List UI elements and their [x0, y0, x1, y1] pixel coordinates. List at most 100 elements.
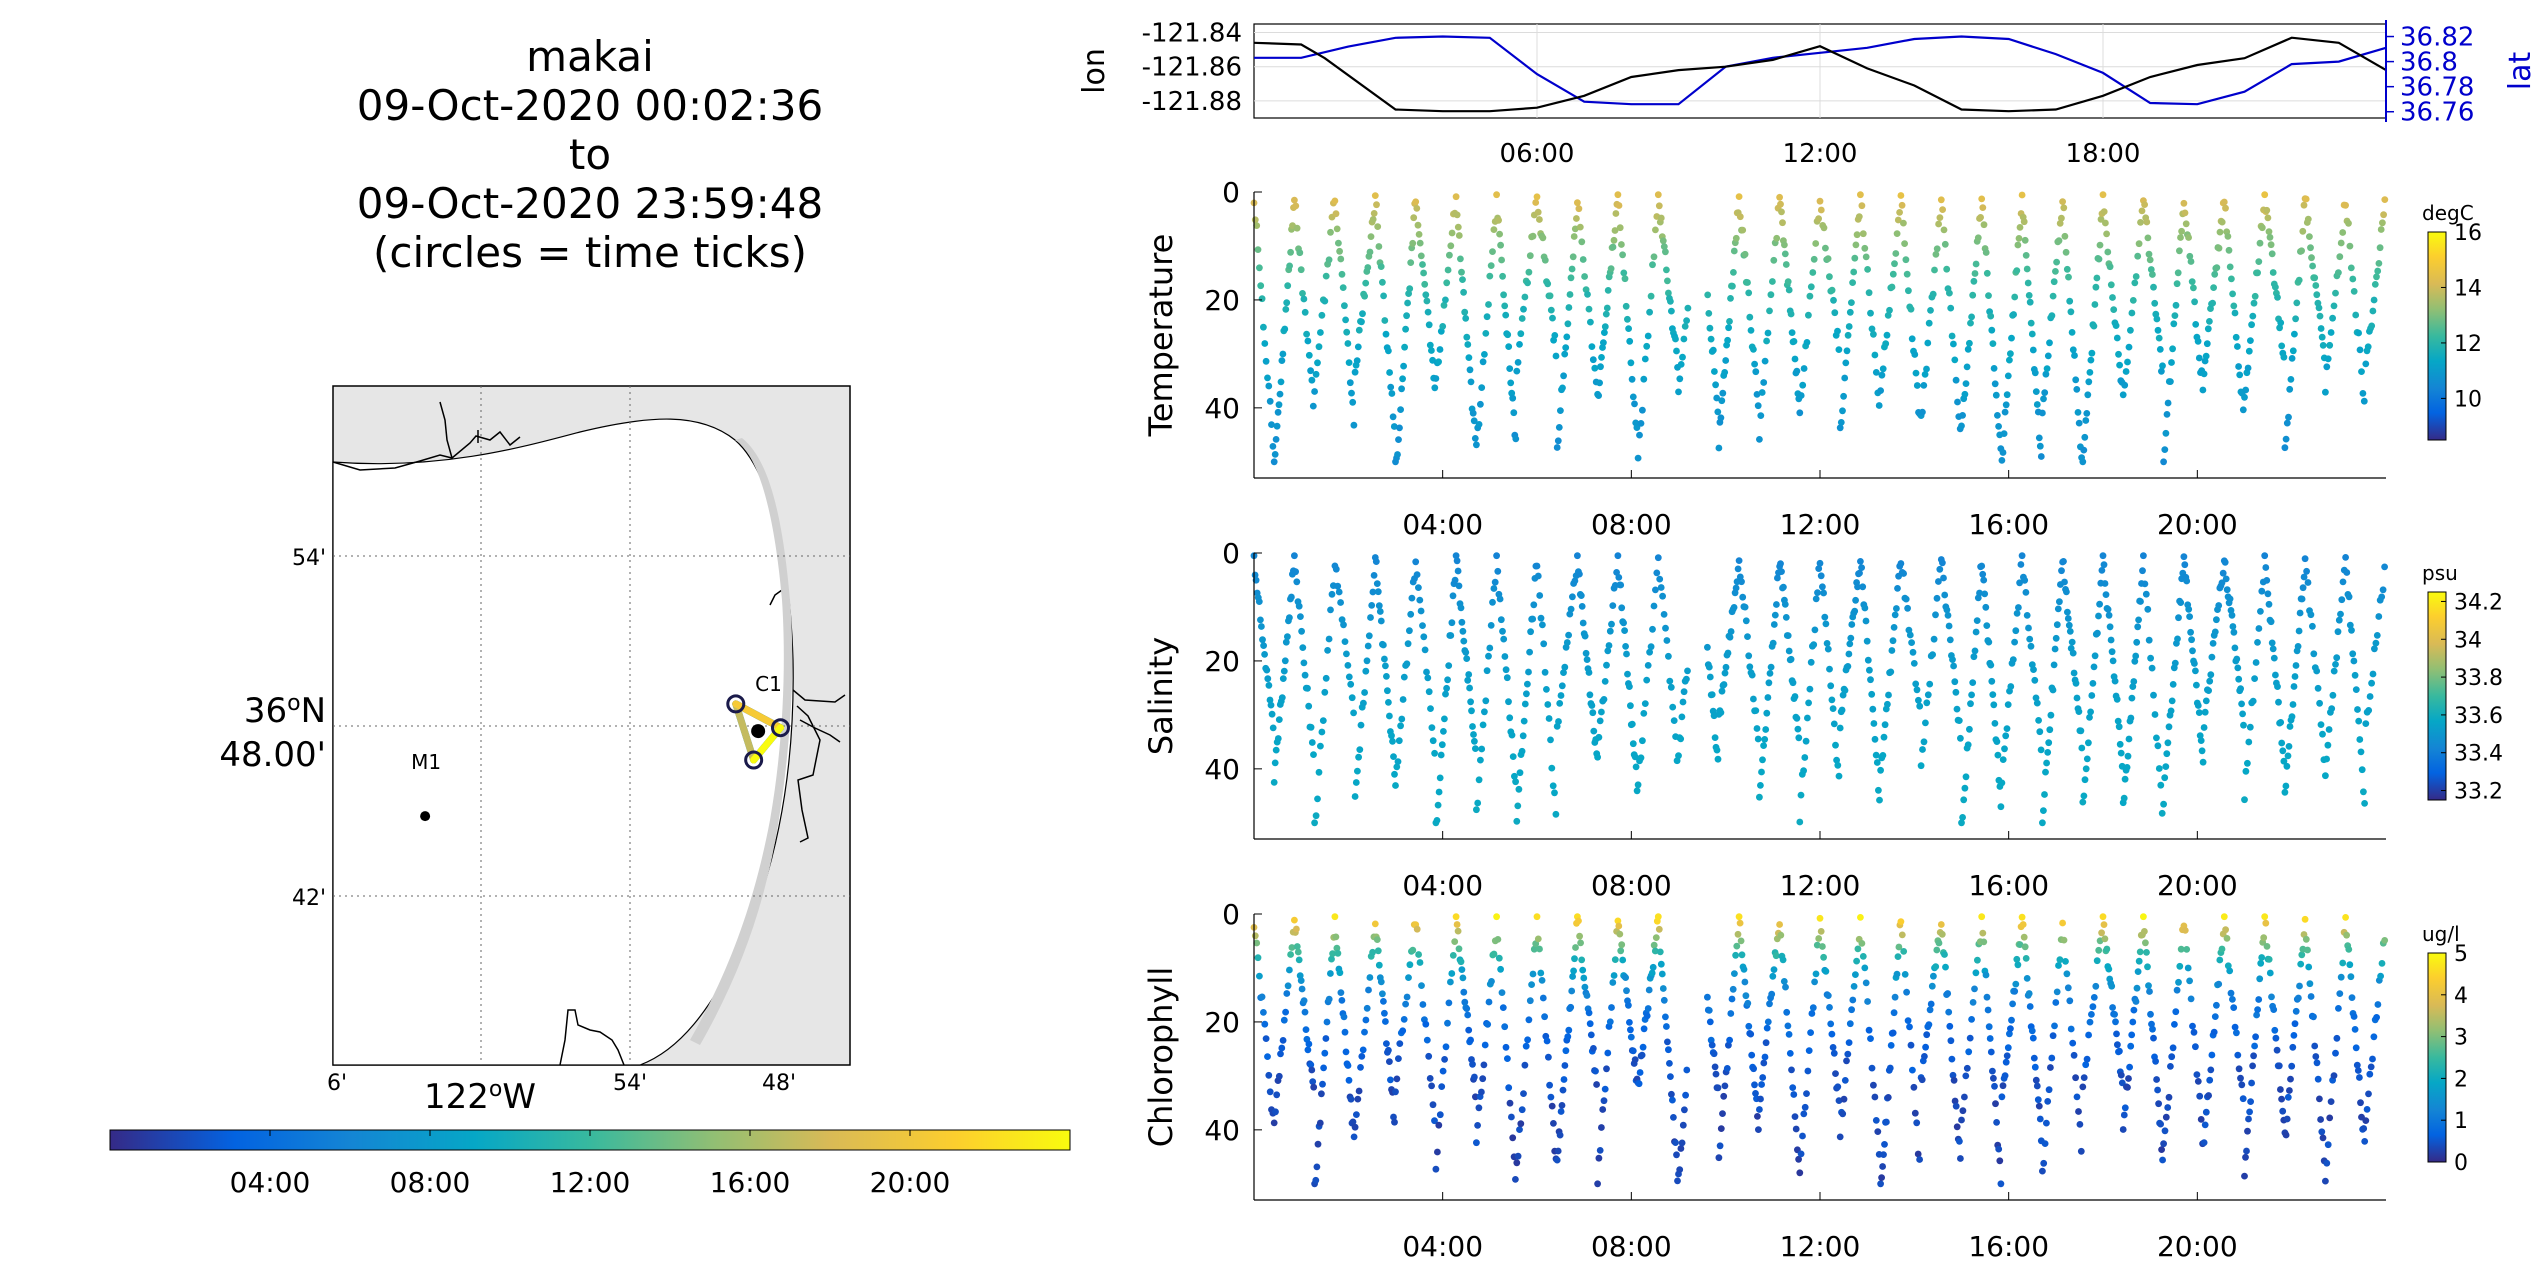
data-point — [2101, 935, 2109, 943]
data-point — [1387, 383, 1395, 391]
data-point — [2088, 1011, 2095, 1018]
data-point — [1958, 819, 1965, 827]
data-point — [1900, 219, 1907, 227]
data-point — [2032, 694, 2040, 702]
data-point — [1872, 1117, 1880, 1124]
data-point — [1646, 648, 1653, 656]
data-point — [2246, 1108, 2254, 1116]
data-point — [2132, 998, 2140, 1005]
data-point — [1914, 1150, 1922, 1158]
data-point — [2100, 561, 2108, 569]
data-point — [1304, 684, 1311, 692]
data-point — [1758, 768, 1765, 776]
data-point — [2046, 1064, 2054, 1071]
data-point — [1754, 402, 1762, 410]
data-point — [1278, 694, 1286, 701]
data-point — [1475, 776, 1483, 784]
data-point — [1425, 1052, 1433, 1060]
data-point — [1393, 763, 1401, 771]
data-point — [1337, 255, 1345, 263]
data-point — [1748, 1051, 1756, 1059]
data-point — [1579, 256, 1587, 263]
data-point — [2373, 273, 2380, 281]
data-point — [1516, 769, 1524, 777]
depth-tick-label: 0 — [1222, 176, 1240, 209]
data-point — [1377, 617, 1385, 625]
data-point — [1947, 1037, 1955, 1045]
data-point — [1567, 1003, 1575, 1011]
data-point — [1617, 947, 1625, 955]
lat-tick-label: 36.76 — [2400, 98, 2474, 128]
data-point — [2227, 989, 2235, 997]
data-point — [2195, 709, 2203, 716]
station-label-c1: C1 — [755, 672, 782, 696]
data-point — [1571, 955, 1578, 963]
data-point — [1793, 367, 1801, 375]
data-point — [1371, 920, 1379, 928]
data-point — [1392, 1088, 1399, 1096]
data-point — [1935, 578, 1942, 585]
data-point — [1978, 195, 1986, 203]
data-point — [1396, 1040, 1404, 1047]
data-point — [2069, 1039, 2077, 1047]
data-point — [1600, 339, 1607, 346]
data-point — [1539, 994, 1547, 1002]
data-point — [1503, 674, 1511, 682]
data-point — [1633, 787, 1641, 795]
data-point — [2209, 640, 2217, 647]
data-point — [2018, 191, 2026, 199]
data-point — [1788, 1066, 1795, 1074]
data-point — [2322, 772, 2329, 780]
data-point — [1357, 721, 1365, 729]
data-point — [1555, 718, 1562, 725]
data-point — [1859, 583, 1867, 591]
data-point — [2164, 1104, 2172, 1111]
colorbar-tick-label: 33.8 — [2454, 666, 2503, 691]
data-point — [1606, 1018, 1614, 1026]
data-point — [1419, 261, 1426, 268]
data-point — [1995, 1145, 2003, 1153]
data-point — [1734, 565, 1742, 573]
data-point — [1297, 266, 1305, 274]
data-point — [2055, 237, 2063, 245]
data-point — [2289, 347, 2297, 355]
data-point — [1746, 663, 1754, 671]
data-point — [2371, 645, 2378, 653]
data-point — [1956, 1137, 1963, 1145]
data-point — [2151, 299, 2159, 307]
data-point — [2066, 997, 2074, 1005]
data-point — [1830, 720, 1838, 728]
data-point — [1449, 592, 1457, 600]
data-point — [2375, 260, 2383, 267]
data-point — [1799, 381, 1807, 389]
data-point — [1785, 1031, 1793, 1038]
data-point — [1644, 332, 1652, 340]
map-panel[interactable]: M1 C1 54' 36oN 48.00' 42' 6' 122oW 54' 4… — [219, 385, 851, 1117]
data-point — [2241, 1172, 2248, 1180]
data-point — [1452, 913, 1460, 921]
data-point — [2053, 621, 2061, 629]
data-point — [2059, 919, 2067, 927]
data-point — [1887, 1042, 1895, 1049]
data-point — [1921, 1053, 1928, 1060]
data-point — [1713, 394, 1721, 402]
data-point — [1362, 667, 1370, 675]
data-point — [2211, 628, 2219, 636]
data-point — [2290, 683, 2298, 690]
data-point — [2029, 346, 2037, 354]
data-point — [1541, 668, 1549, 676]
data-point — [2010, 311, 2017, 318]
data-point — [1721, 1082, 1729, 1090]
data-point — [2298, 951, 2306, 959]
colorbar-tick-label: 0 — [2454, 1151, 2468, 1176]
data-point — [1868, 325, 1876, 333]
data-point — [1989, 340, 1997, 347]
data-point — [2142, 590, 2150, 598]
data-point — [1581, 632, 1589, 640]
data-point — [1420, 633, 1428, 641]
data-point — [1888, 283, 1896, 291]
data-point — [2223, 935, 2231, 942]
data-point — [2249, 1062, 2257, 1070]
data-point — [2267, 241, 2275, 249]
data-point — [1881, 721, 1889, 729]
